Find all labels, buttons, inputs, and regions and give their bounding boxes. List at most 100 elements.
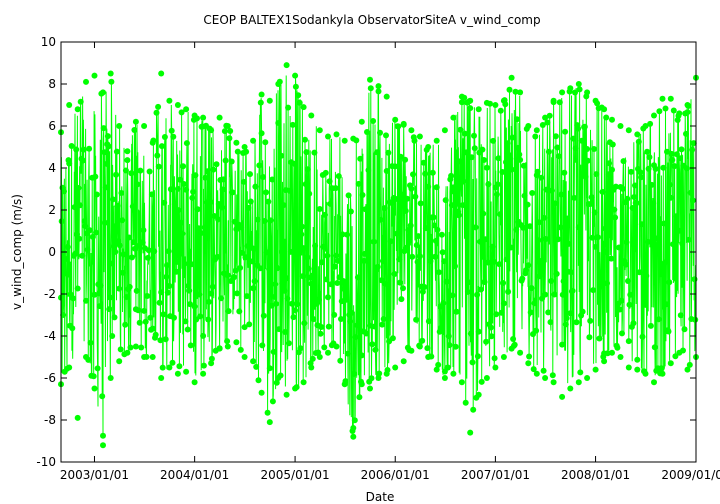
data-point [348, 309, 355, 316]
data-point [647, 120, 654, 127]
data-point [225, 308, 232, 315]
data-point [468, 154, 475, 161]
data-point [499, 169, 506, 175]
data-point [234, 148, 241, 155]
data-point-max [492, 102, 499, 108]
data-point [165, 248, 172, 255]
data-point [467, 330, 474, 337]
data-point [650, 200, 657, 207]
data-point [320, 243, 327, 250]
data-point-max [341, 137, 348, 144]
data-point [207, 199, 214, 205]
data-point [145, 247, 152, 254]
data-point [344, 350, 351, 357]
data-point-min [425, 354, 432, 360]
y-tick-label: -8 [44, 413, 56, 427]
data-point-max [533, 127, 540, 134]
data-point [347, 318, 354, 325]
data-point [503, 256, 510, 263]
data-point-min [684, 366, 691, 373]
data-point-min [584, 375, 591, 381]
data-point [626, 301, 633, 308]
data-point [183, 186, 190, 193]
data-point [163, 273, 170, 280]
data-point [504, 140, 511, 147]
data-point-min [367, 385, 373, 392]
data-point [359, 192, 366, 198]
data-point [149, 325, 156, 332]
data-point [240, 178, 247, 185]
data-point [395, 123, 402, 130]
data-point [365, 167, 372, 174]
data-point [463, 149, 470, 156]
data-point [635, 138, 642, 145]
data-point-max [208, 127, 215, 134]
data-point [608, 255, 615, 262]
data-point [221, 128, 228, 135]
data-point [291, 160, 298, 167]
data-point [536, 273, 543, 280]
data-point [684, 109, 691, 116]
data-point-min [492, 364, 499, 371]
data-point [178, 109, 185, 116]
data-point [218, 204, 225, 211]
data-point [107, 294, 113, 301]
data-point [591, 209, 598, 216]
data-point-min [250, 358, 257, 365]
data-point [609, 166, 615, 173]
data-point [255, 377, 262, 384]
data-point [413, 242, 420, 249]
data-point [279, 248, 286, 255]
data-point [542, 236, 549, 242]
data-point [383, 168, 390, 174]
data-point [335, 257, 341, 264]
ticks-layer: -10 -8 -6 -4 -2 0 2 4 6 8 10 2003/01/01 2004/01/01 20… [36, 35, 720, 482]
data-point-max [132, 118, 139, 125]
data-point [180, 163, 187, 170]
data-point-max [508, 74, 515, 81]
data-point [338, 298, 345, 305]
data-point [326, 178, 333, 185]
data-point [579, 308, 586, 315]
data-point [144, 293, 151, 299]
data-point-max [392, 116, 399, 123]
data-point [116, 242, 123, 249]
data-point [625, 278, 631, 284]
data-point [247, 171, 253, 178]
data-point [662, 105, 669, 112]
data-point [226, 135, 233, 142]
data-point-min [567, 385, 574, 392]
data-point [571, 194, 578, 201]
data-point [431, 222, 438, 229]
data-point [625, 338, 632, 345]
data-point-max [458, 93, 465, 100]
data-point-min [233, 339, 240, 346]
data-point [80, 157, 86, 164]
data-point [528, 285, 535, 292]
data-point-max [617, 123, 624, 129]
data-point [619, 185, 626, 192]
data-point [243, 293, 250, 300]
data-point [584, 157, 591, 164]
data-point [152, 331, 159, 338]
data-point [158, 143, 165, 150]
data-point [586, 334, 593, 341]
data-point [679, 240, 686, 247]
data-point [161, 134, 168, 140]
data-point [593, 171, 600, 178]
data-point-max [433, 137, 440, 144]
data-point [474, 353, 481, 360]
data-point-min [575, 379, 582, 386]
data-point [605, 171, 612, 178]
data-point [361, 257, 367, 264]
data-point [292, 83, 299, 90]
data-point-min [475, 391, 482, 398]
data-point [449, 292, 456, 299]
data-point [636, 269, 643, 276]
data-point [409, 253, 416, 260]
data-point-max [567, 85, 574, 92]
data-point-max [634, 131, 641, 138]
data-point [554, 144, 561, 151]
data-point-min [609, 349, 615, 356]
data-point [316, 296, 322, 303]
